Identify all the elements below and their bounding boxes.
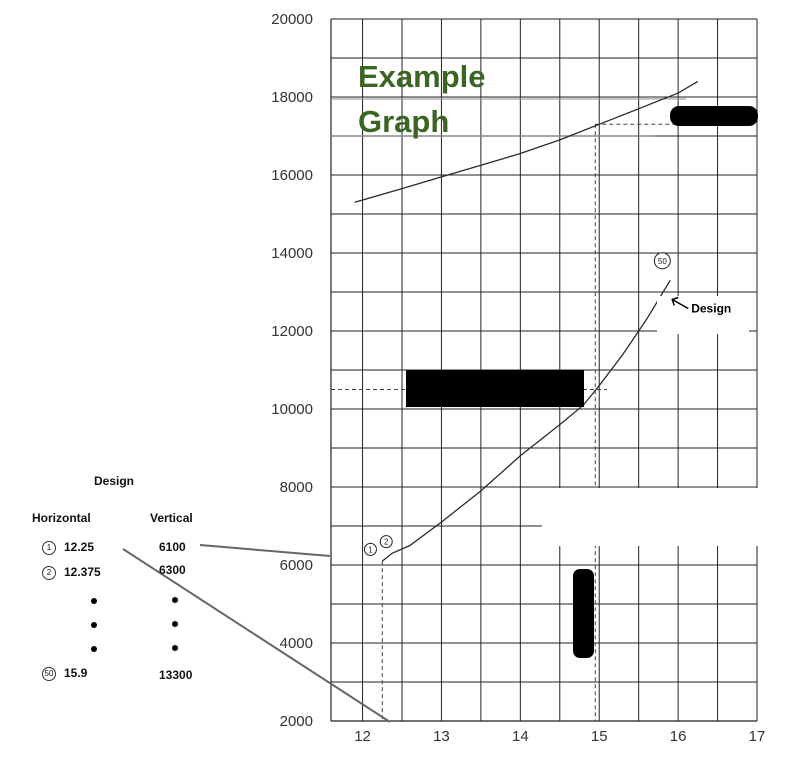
callout-line [122, 548, 391, 723]
design-row-50-horizontal: 50 15.9 [42, 666, 87, 681]
horizontal-column-header: Horizontal [32, 511, 91, 525]
redaction-bar [573, 569, 594, 658]
y-tick-label: 4000 [280, 635, 313, 652]
chart-title-line1: Example [358, 59, 486, 94]
ellipsis-dot [91, 598, 97, 604]
ellipsis-dot [172, 621, 178, 627]
markers: Design 50 1 2 [363, 252, 731, 556]
design-table-heading: Design [94, 474, 135, 488]
row-2-horizontal-value: 12.375 [64, 565, 101, 579]
row-marker-50: 50 [42, 666, 56, 681]
marker-number: 2 [384, 538, 389, 547]
y-tick-label: 12000 [271, 323, 313, 340]
y-tick-label: 18000 [271, 89, 313, 106]
ellipsis-dot [172, 645, 178, 651]
x-tick-label: 12 [354, 728, 371, 745]
guide-lines [331, 98, 686, 721]
y-tick-label: 16000 [271, 167, 313, 184]
y-tick-label: 20000 [271, 11, 313, 28]
series-lines [354, 80, 699, 562]
y-tick-label: 8000 [280, 479, 313, 496]
marker-circle [363, 542, 377, 556]
marker-circle [653, 252, 671, 270]
x-tick-label: 17 [749, 728, 766, 745]
x-tick-label: 14 [512, 728, 529, 745]
design-arrowhead [671, 296, 679, 306]
white-patch [542, 488, 762, 546]
x-axis: 12 13 14 15 16 17 [354, 728, 765, 745]
x-tick-label: 15 [591, 728, 608, 745]
chart-title-line2: Graph [358, 104, 449, 139]
design-label: Design [691, 302, 731, 316]
y-tick-label: 2000 [280, 713, 313, 730]
redaction-bar [406, 370, 584, 407]
x-tick-label: 13 [433, 728, 450, 745]
marker-number: 1 [368, 545, 373, 554]
white-patch [657, 296, 749, 334]
design-row-1-horizontal: 1 12.25 [42, 540, 94, 555]
marker-circle [379, 535, 393, 549]
design-row-2-horizontal: 2 12.375 [42, 565, 101, 580]
row-1-horizontal-value: 12.25 [64, 540, 95, 554]
y-tick-label: 14000 [271, 245, 313, 262]
ellipsis-dot [172, 597, 178, 603]
design-row-1-vertical: 6100 [159, 540, 186, 554]
x-tick-label: 16 [670, 728, 687, 745]
series-line [381, 279, 671, 562]
row-50-horizontal-value: 15.9 [64, 666, 88, 680]
y-axis: 2000 4000 6000 8000 10000 12000 14000 16000 1800… [271, 11, 313, 730]
series-line [354, 80, 699, 203]
overlays [122, 106, 762, 723]
row-marker-1: 1 [42, 540, 56, 555]
ellipsis-dot [91, 622, 97, 628]
design-row-50-vertical: 13300 [159, 668, 193, 682]
marker-number: 50 [658, 257, 667, 266]
row-marker-2: 2 [42, 565, 56, 580]
design-row-2-vertical: 6300 [159, 563, 186, 577]
redaction-bar [670, 106, 758, 126]
callout-line [199, 544, 331, 557]
design-arrow [671, 298, 689, 310]
ellipsis-dot [91, 646, 97, 652]
y-tick-label: 10000 [271, 401, 313, 418]
y-tick-label: 6000 [280, 557, 313, 574]
vertical-column-header: Vertical [150, 511, 193, 525]
